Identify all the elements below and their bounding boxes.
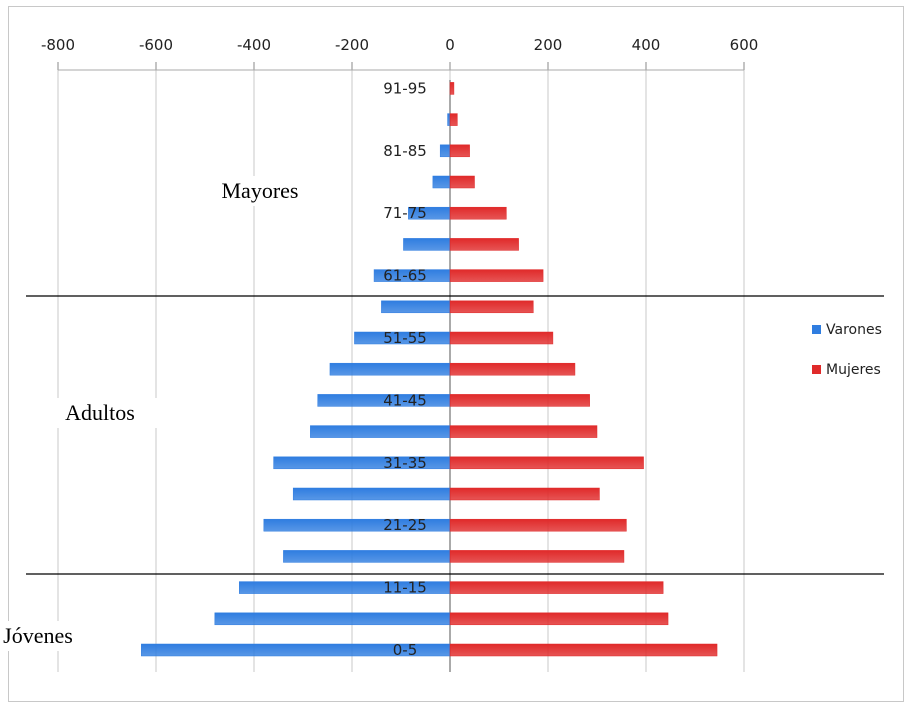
annotations: Mayores Adultos Jóvenes: [0, 176, 884, 651]
annotation-text: Adultos: [65, 400, 135, 425]
legend-swatch-mujeres: [812, 365, 821, 374]
x-tick-label: 0: [445, 36, 455, 54]
bar-mujeres-51-55: [449, 331, 554, 345]
bar-varones-46-50: [329, 362, 451, 376]
bar-mujeres-91-95: [449, 82, 455, 95]
category-label: 51-55: [383, 329, 427, 347]
x-tick-label: -600: [139, 36, 173, 54]
bar-mujeres-36-40: [449, 425, 598, 438]
bar-mujeres-46-50: [449, 362, 576, 376]
x-axis: -800 -600 -400 -200 0 200 400 600: [41, 36, 758, 672]
bar-mujeres-16-20: [449, 550, 625, 563]
bar-mujeres-26-30: [449, 487, 600, 501]
bar-mujeres-66-70: [449, 238, 519, 251]
category-label: 0-5: [393, 641, 418, 659]
category-label: 11-15: [383, 579, 427, 597]
bar-mujeres-81-85: [449, 144, 470, 158]
bar-mujeres-41-45: [449, 394, 590, 407]
annotation-text: Mayores: [222, 178, 299, 203]
bar-mujeres-6-10: [449, 612, 669, 626]
category-label: 31-35: [383, 454, 427, 472]
bar-varones-56-60: [381, 300, 451, 314]
annotation-text: Jóvenes: [3, 623, 73, 648]
x-tick-label: -200: [335, 36, 369, 54]
legend: Varones Mujeres: [812, 322, 882, 378]
bar-mujeres-76-80: [449, 175, 475, 189]
bar-mujeres-56-60: [449, 300, 534, 314]
legend-label-varones: Varones: [826, 322, 882, 338]
bar-varones-36-40: [310, 425, 451, 438]
bar-mujeres-11-15: [449, 581, 664, 594]
legend-swatch-varones: [812, 325, 821, 334]
category-labels: 0-5 11-15 21-25 31-35 41-45 51-55 61-65 71-75 81…: [383, 79, 427, 659]
category-label: 21-25: [383, 516, 427, 534]
bar-mujeres-61-65: [449, 269, 544, 282]
category-label: 71-75: [383, 204, 427, 222]
bar-varones-6-10: [214, 612, 451, 626]
category-label: 81-85: [383, 142, 427, 160]
x-tick-label: -800: [41, 36, 75, 54]
bar-varones-16-20: [283, 550, 451, 563]
annotation-background: [38, 398, 162, 428]
category-label: 91-95: [383, 79, 427, 97]
bar-varones-76-80: [432, 175, 451, 189]
bars: [141, 82, 718, 657]
bar-mujeres-86-90: [449, 113, 458, 126]
x-tick-label: 400: [632, 36, 661, 54]
x-tick-label: -400: [237, 36, 271, 54]
annotation-background: [198, 176, 322, 206]
bar-mujeres-71-75: [449, 206, 507, 220]
x-tick-label: 600: [730, 36, 759, 54]
bar-mujeres-31-35: [449, 456, 644, 470]
bar-varones-81-85: [439, 144, 451, 158]
bar-varones-26-30: [292, 487, 451, 501]
category-label: 61-65: [383, 267, 427, 285]
bar-varones-66-70: [403, 238, 451, 251]
legend-label-mujeres: Mujeres: [826, 362, 881, 378]
bar-mujeres-21-25: [449, 518, 627, 532]
category-label: 41-45: [383, 391, 427, 409]
bar-varones-86-90: [447, 113, 451, 126]
bar-mujeres-0-5: [449, 643, 718, 657]
x-tick-label: 200: [534, 36, 563, 54]
annotation-background: [0, 621, 100, 651]
